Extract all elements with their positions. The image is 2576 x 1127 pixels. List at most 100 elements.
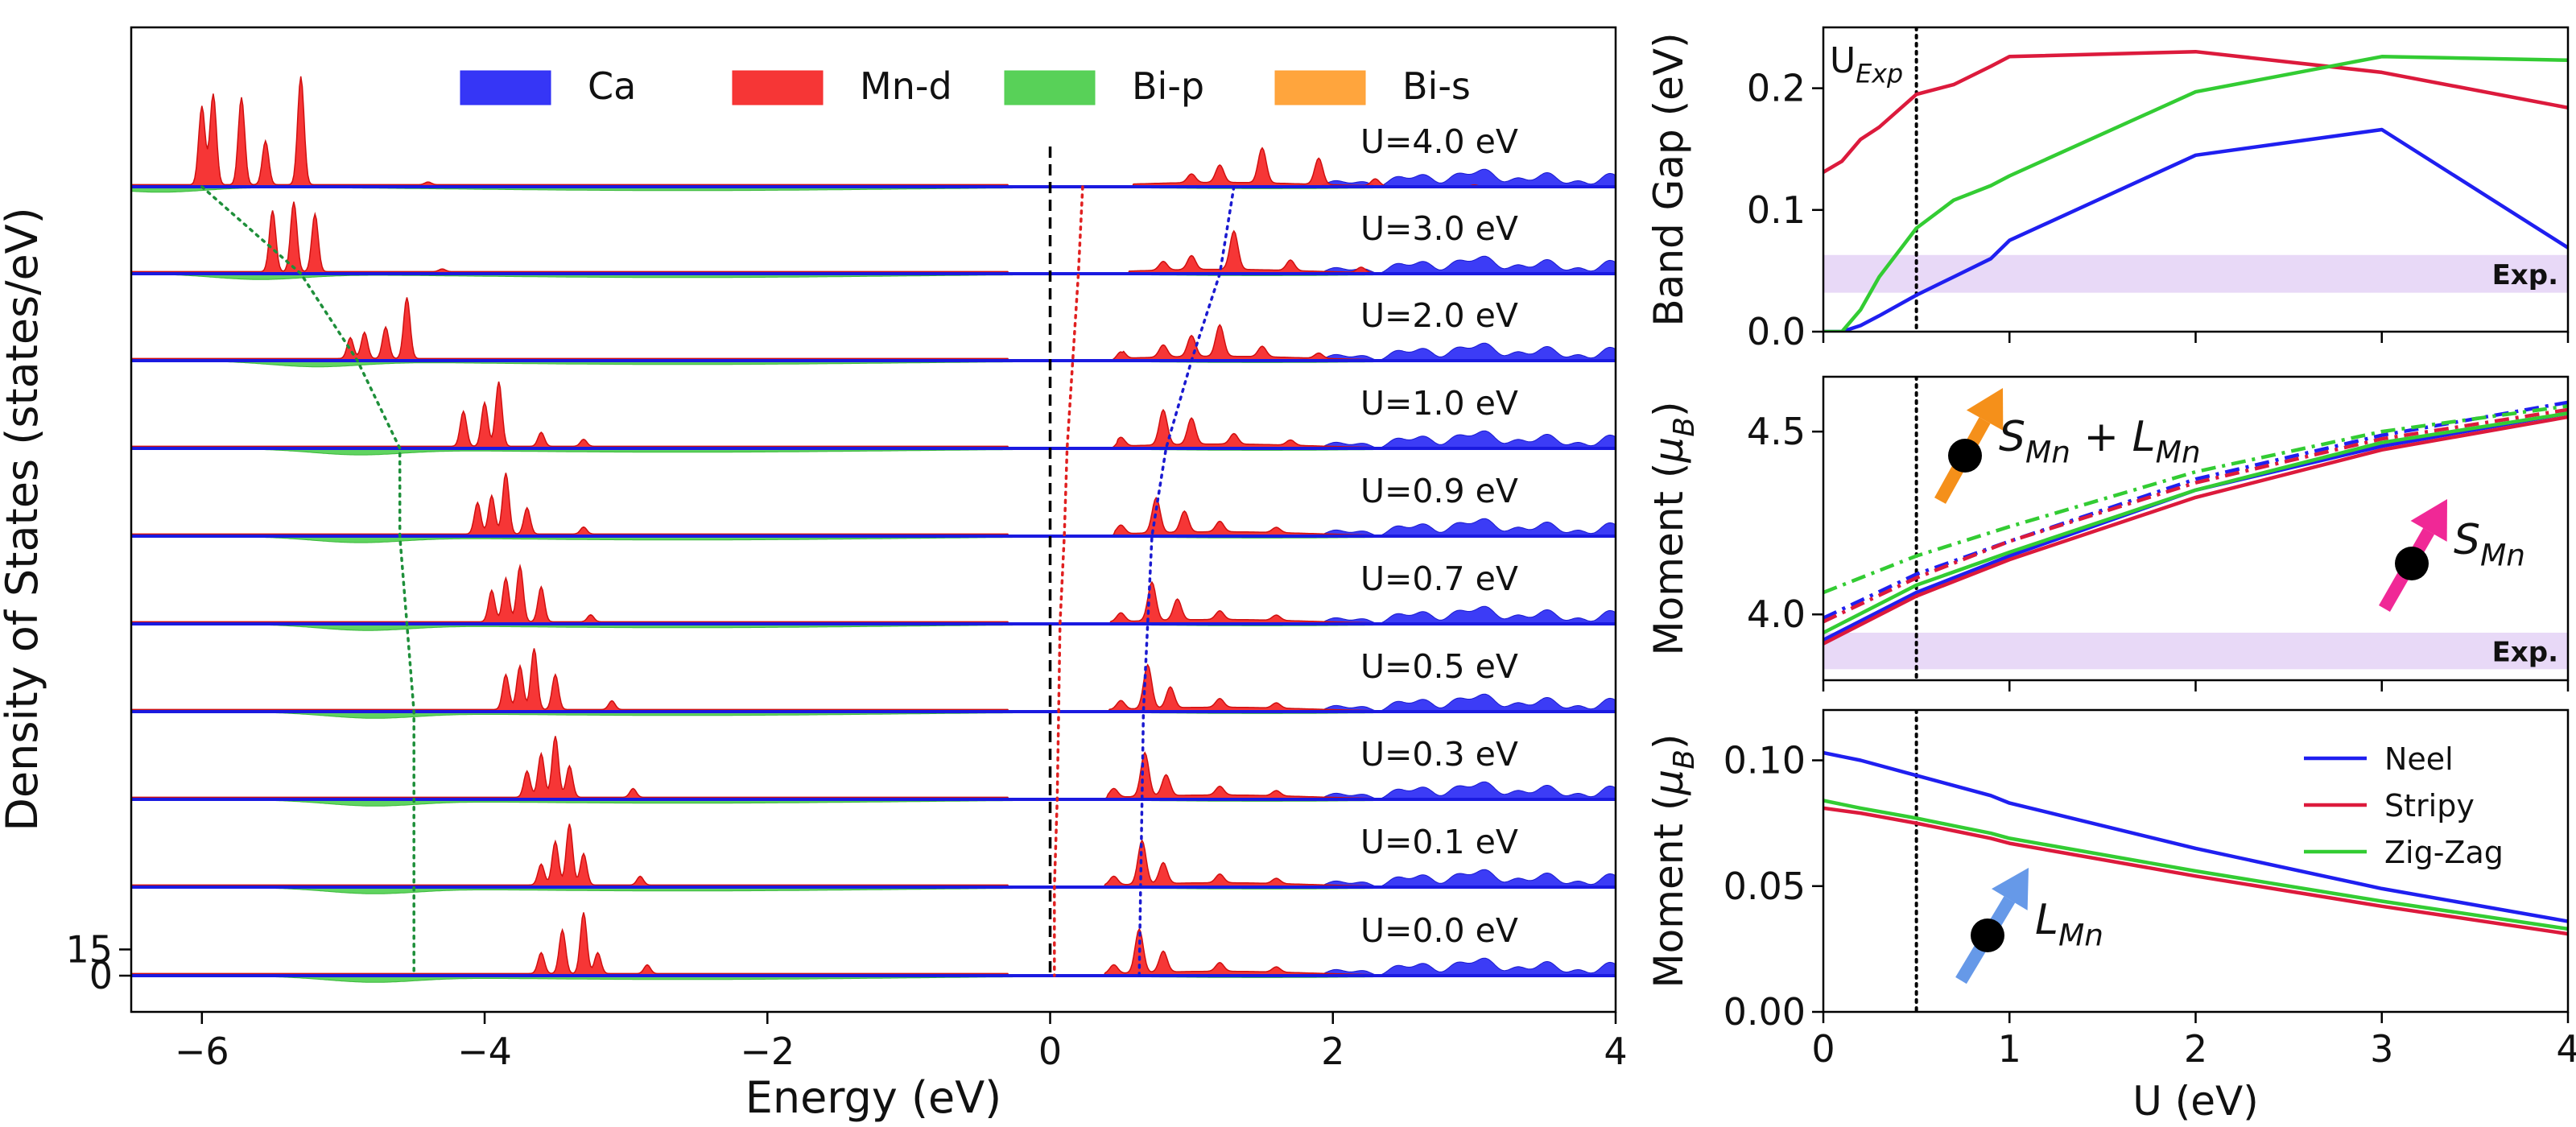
legend-swatch-bi-p (1004, 70, 1096, 105)
ylabel-sub: B (1668, 417, 1701, 437)
u-exp-sub: Exp (1856, 60, 1903, 89)
band-gap-panel: Exp. 0.0 0.1 0.2 Band Gap (eV) UExp (1645, 26, 2570, 353)
series-zig-zag-s-l (1823, 404, 2568, 595)
dos-y-tick-label: 0 (89, 954, 113, 997)
x-tick-label: 3 (2370, 1027, 2393, 1071)
experimental-label: Exp. (2492, 259, 2558, 291)
y-axis-label: Moment (μB) (1645, 734, 1701, 989)
dos-x-tick-label: −4 (457, 1030, 512, 1073)
dos-y-label: Density of States (states/eV) (0, 207, 47, 831)
series-stripy-s (1823, 415, 2568, 646)
dos-x-label: Energy (eV) (745, 1072, 1002, 1123)
ylabel-mu: μ (1645, 770, 1692, 796)
dos-legend: Ca Mn-d Bi-p Bi-s (460, 64, 1471, 108)
annot-s-sub: Mn (2025, 435, 2070, 470)
legend-label-bi-s: Bi-s (1402, 64, 1471, 108)
y-axis-label: Moment (μB) (1645, 402, 1701, 656)
u-label-0.3: U=0.3 eV (1360, 735, 1518, 774)
ylabel-text: Moment ( (1645, 463, 1692, 656)
u-label-0.7: U=0.7 eV (1360, 559, 1518, 598)
legend-label-neel: Neel (2384, 741, 2454, 777)
dos-y-tick-label: 15 (65, 927, 113, 971)
mn-atom-dot (1971, 919, 2004, 952)
legend-label-stripy: Stripy (2384, 788, 2475, 824)
y-tick-label: 0.00 (1724, 990, 1806, 1034)
x-tick-label: 0 (1811, 1027, 1835, 1071)
legend-swatch-bi-s (1274, 70, 1366, 105)
legend-label-ca: Ca (588, 64, 636, 108)
ylabel-text: Moment ( (1645, 795, 1692, 989)
dos-x-tick-label: 0 (1038, 1030, 1062, 1073)
series-stripy (1823, 49, 2568, 174)
series-neel (1823, 127, 2568, 332)
experimental-range-band (1823, 632, 2568, 670)
spin-annotation: SMn (2454, 516, 2525, 573)
series-neel (1823, 750, 2568, 923)
ylabel-close: ) (1645, 402, 1692, 418)
legend-swatch-ca (460, 70, 551, 105)
annot-s-sub: Mn (2480, 538, 2525, 573)
dos-axes-frame (130, 26, 1617, 1013)
ylabel-close: ) (1645, 734, 1692, 750)
u-label-2.0: U=2.0 eV (1360, 296, 1518, 335)
ylabel-mu: μ (1645, 437, 1692, 464)
annot-s: S (1999, 413, 2025, 461)
experimental-range-band (1823, 254, 2568, 293)
annot-plus-l: + L (2070, 413, 2156, 461)
y-tick-label: 4.5 (1747, 410, 1806, 453)
legend-label-bi-p: Bi-p (1132, 64, 1204, 108)
mn-atom-dot (1948, 439, 1982, 473)
y-tick-label: 0.0 (1747, 310, 1806, 353)
orbit-arrow-head (1992, 868, 2029, 910)
spin-arrow-head (2410, 499, 2447, 542)
x-tick-label: 1 (1998, 1027, 2021, 1071)
y-tick-label: 0.05 (1724, 865, 1806, 908)
u-label-0.5: U=0.5 eV (1360, 647, 1518, 686)
u-label-0.0: U=0.0 eV (1360, 911, 1518, 950)
orbital-moment-panel: 0 1 2 3 4 0.00 0.05 0.10 Moment (μB) U (eV) LMn Nee… (1645, 708, 2576, 1125)
dos-x-tick-label: 4 (1604, 1030, 1627, 1073)
red-gap-trace (1053, 185, 1084, 977)
x-tick-label: 2 (2184, 1027, 2207, 1071)
orb-panel-plot-area (1823, 710, 2568, 1012)
blue-edge-trace (1137, 185, 1236, 977)
u-label-0.9: U=0.9 eV (1360, 472, 1518, 510)
green-peak-trace (200, 185, 415, 977)
experimental-label: Exp. (2492, 637, 2558, 669)
y-tick-label: 0.1 (1747, 188, 1806, 232)
spin-plus-orbit-annotation: SMn + LMn (1999, 413, 2201, 470)
u-label-0.1: U=0.1 eV (1360, 823, 1518, 861)
series-neel-s-l (1823, 400, 2568, 620)
annot-s: S (2454, 516, 2480, 564)
u-label-4.0: U=4.0 eV (1360, 122, 1518, 161)
y-axis-label: Band Gap (eV) (1645, 32, 1692, 326)
u-exp-annotation: UExp (1830, 40, 1903, 89)
dos-panel: U=4.0 eV U=3.0 eV U=2.0 eV U=1.0 eV U=0.9 eV… (0, 26, 1628, 1123)
legend-swatch-mn-d (732, 70, 824, 105)
gap-panel-plot-area: Exp. (1823, 27, 2568, 332)
spin-plus-orbit-arrow-head (1966, 388, 2004, 431)
y-tick-label: 0.10 (1724, 739, 1806, 782)
x-tick-label: 4 (2556, 1027, 2576, 1071)
series-zig-zag (1823, 799, 2568, 931)
y-tick-label: 4.0 (1747, 592, 1806, 636)
u-exp-u: U (1830, 40, 1856, 81)
mom-panel-plot-area: Exp. (1823, 377, 2568, 680)
legend-label-zig-zag: Zig-Zag (2384, 835, 2504, 870)
dos-x-tick-label: −6 (175, 1030, 229, 1073)
dos-x-tick-label: 2 (1321, 1030, 1344, 1073)
x-axis-label: U (eV) (2132, 1078, 2258, 1125)
legend-label-mn-d: Mn-d (860, 64, 952, 108)
mn-atom-dot (2395, 547, 2429, 580)
annot-l-sub: Mn (2058, 918, 2103, 953)
annot-l: L (2035, 896, 2058, 944)
series-stripy-s-l (1823, 407, 2568, 624)
series-zig-zag-s (1823, 411, 2568, 635)
series-stripy (1823, 806, 2568, 936)
ylabel-sub: B (1668, 749, 1701, 770)
series-zig-zag (1823, 55, 2568, 332)
orbit-annotation: LMn (2035, 896, 2103, 953)
dos-x-tick-label: −2 (740, 1030, 795, 1073)
